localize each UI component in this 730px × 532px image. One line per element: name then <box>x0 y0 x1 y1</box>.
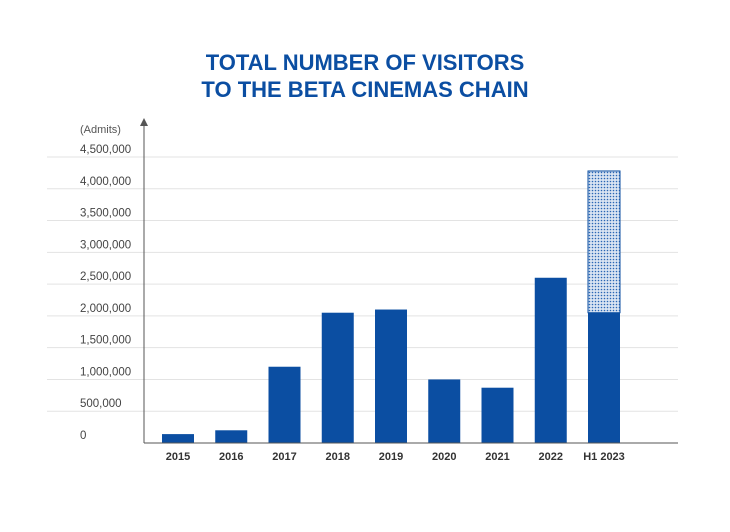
x-tick-label: 2015 <box>166 451 190 463</box>
x-tick-label: 2019 <box>379 451 403 463</box>
x-tick-label: 2020 <box>432 451 456 463</box>
y-tick-label: 500,000 <box>80 398 122 410</box>
bars <box>162 170 621 443</box>
x-tick-label: 2021 <box>485 451 509 463</box>
x-tick-label: 2016 <box>219 451 243 463</box>
bar-h1-2023 <box>588 312 620 443</box>
x-tick-label: 2022 <box>539 451 563 463</box>
y-tick-label: 4,000,000 <box>80 176 131 188</box>
x-axis-labels: 2015 2016 2017 2018 2019 2020 2021 2022 H1 2023 <box>166 451 625 463</box>
bar-2018 <box>321 312 354 443</box>
bar-2015 <box>162 434 194 443</box>
y-tick-label: 2,500,000 <box>80 271 131 283</box>
y-tick-label: 3,500,000 <box>80 208 131 220</box>
bar-2022 <box>534 277 567 443</box>
y-tick-label: 2,000,000 <box>80 303 131 315</box>
x-tick-label: 2017 <box>272 451 296 463</box>
bar-2019 <box>375 309 407 443</box>
y-tick-label: 3,000,000 <box>80 239 131 251</box>
x-tick-label: H1 2023 <box>583 451 625 463</box>
bar-projected-h1-2023 <box>587 170 621 314</box>
y-axis-unit-label: (Admits) <box>80 124 121 136</box>
chart-title-line-1: TOTAL NUMBER OF VISITORS <box>206 50 525 75</box>
bar-2017 <box>268 366 301 443</box>
y-tick-label: 0 <box>80 430 86 442</box>
bar-2021 <box>481 387 514 443</box>
bar-2016 <box>215 430 248 443</box>
y-tick-label: 4,500,000 <box>80 144 131 156</box>
y-axis-ticks: 0 500,000 1,000,000 1,500,000 2,000,000 2,500… <box>80 144 131 442</box>
y-axis-arrow-icon <box>140 118 148 126</box>
bar-2020 <box>428 379 461 443</box>
x-tick-label: 2018 <box>326 451 350 463</box>
chart-title-line-2: TO THE BETA CINEMAS CHAIN <box>201 77 528 102</box>
grid-lines <box>47 156 678 412</box>
y-tick-label: 1,500,000 <box>80 335 131 347</box>
y-tick-label: 1,000,000 <box>80 366 131 378</box>
